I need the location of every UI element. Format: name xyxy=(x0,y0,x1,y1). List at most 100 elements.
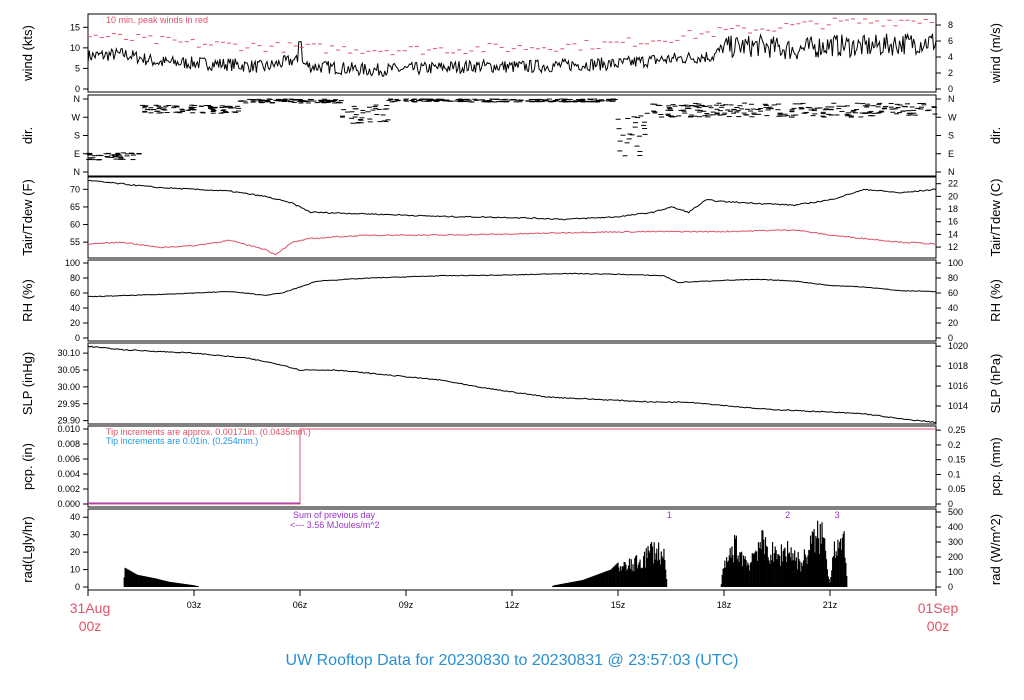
x-axis: 03z 06z 09z 12z 15z 18z 21z 31Aug 00z 01Sep 00z xyxy=(70,590,959,634)
rad-left-tick-label: 40 xyxy=(70,512,80,522)
pcp-left-tick-label: 0.010 xyxy=(57,424,80,434)
rad-right-tick-label: 200 xyxy=(948,552,963,562)
wind-right-tick-label: 6 xyxy=(948,36,953,46)
temp-right-tick-label: 16 xyxy=(948,217,958,227)
rad-marker: 1 xyxy=(667,510,672,520)
rh-frame xyxy=(87,259,937,342)
wind-right-axis-label: wind (m/s) xyxy=(988,23,1003,84)
x-tick-label: 21z xyxy=(823,600,838,610)
slp-right-tick-label: 1016 xyxy=(948,381,968,391)
dir-right-tick-label: W xyxy=(948,112,957,122)
rh-right-tick-label: 40 xyxy=(948,303,958,313)
rh-left-tick-label: 100 xyxy=(65,258,80,268)
dir-left-tick-label: N xyxy=(74,94,81,104)
x-tick-label: 15z xyxy=(611,600,626,610)
slp-right-tick-label: 1014 xyxy=(948,401,968,411)
rad-note-value: <--- 3.56 MJoules/m^2 xyxy=(290,520,380,530)
pcp-left-tick-label: 0.000 xyxy=(57,499,80,509)
temp-right-axis-label: Tair/Tdew (C) xyxy=(988,178,1003,256)
panel-wind: 0 5 10 15 0 2 4 6 8 wind (kts) wind (m/s) 10 min. p… xyxy=(20,13,1003,94)
pcp-right-tick-label: 0.05 xyxy=(948,484,966,494)
wind-right-tick-label: 2 xyxy=(948,68,953,78)
rad-right-tick-label: 400 xyxy=(948,522,963,532)
rh-right-tick-label: 100 xyxy=(948,258,963,268)
dir-left-tick-label: E xyxy=(74,149,80,159)
pcp-right-tick-label: 0.2 xyxy=(948,440,961,450)
slp-left-axis-label: SLP (inHg) xyxy=(20,352,35,415)
panel-temp: 55 60 65 70 12 14 16 18 20 22 Tair/Tdew (F) Tair/Td… xyxy=(20,176,1003,259)
temp-right-tick-label: 14 xyxy=(948,229,958,239)
pcp-right-tick-label: 0 xyxy=(948,499,953,509)
x-start-date: 31Aug xyxy=(70,600,110,616)
temp-right-tick-label: 18 xyxy=(948,204,958,214)
x-tick-label: 09z xyxy=(399,600,414,610)
wind-annotation: 10 min. peak winds in red xyxy=(106,15,208,25)
temp-frame xyxy=(87,176,937,259)
rad-right-tick-label: 300 xyxy=(948,537,963,547)
pcp-left-tick-label: 0.006 xyxy=(57,454,80,464)
x-tick-label: 18z xyxy=(717,600,732,610)
rh-right-tick-label: 80 xyxy=(948,273,958,283)
rad-left-tick-label: 0 xyxy=(75,582,80,592)
x-end-time: 00z xyxy=(927,618,950,634)
wind-left-tick-label: 15 xyxy=(70,22,80,32)
pcp-right-axis-label: pcp. (mm) xyxy=(988,437,1003,496)
rh-right-tick-label: 60 xyxy=(948,288,958,298)
slp-left-tick-label: 30.05 xyxy=(57,365,80,375)
x-tick-label: 06z xyxy=(293,600,308,610)
pcp-left-tick-label: 0.002 xyxy=(57,484,80,494)
temp-series-line xyxy=(87,229,937,256)
rad-marker: 2 xyxy=(785,510,790,520)
rad-left-tick-label: 10 xyxy=(70,565,80,575)
pcp-red-line xyxy=(88,428,936,505)
pcp-left-tick-label: 0.008 xyxy=(57,439,80,449)
panel-pcp: 0.000 0.002 0.004 0.006 0.008 0.010 0 0.05 0.1 0.… xyxy=(20,424,1003,509)
rh-left-tick-label: 80 xyxy=(70,273,80,283)
wind-right-tick-label: 4 xyxy=(948,52,953,62)
panel-slp: 29.90 29.95 30.00 30.05 30.10 1014 1016 1018 102… xyxy=(20,341,1003,425)
temp-left-axis-label: Tair/Tdew (F) xyxy=(20,179,35,256)
pcp-left-tick-label: 0.004 xyxy=(57,469,80,479)
dir-left-tick-label: N xyxy=(74,167,81,177)
wind-right-tick-label: 8 xyxy=(948,20,953,30)
dir-right-axis-label: dir. xyxy=(988,127,1003,144)
rh-right-axis-label: RH (%) xyxy=(988,279,1003,322)
wind-right-tick-label: 0 xyxy=(948,84,953,94)
x-end-date: 01Sep xyxy=(918,600,959,616)
pcp-right-tick-label: 0.25 xyxy=(948,425,966,435)
panel-rh: 0 20 40 60 80 100 0 20 40 60 80 100 RH (%) RH (%) xyxy=(20,258,1003,343)
wind-left-axis-label: wind (kts) xyxy=(20,25,35,82)
slp-frame xyxy=(87,342,937,425)
pcp-right-tick-label: 0.1 xyxy=(948,469,961,479)
rh-left-tick-label: 20 xyxy=(70,318,80,328)
pcp-note-red: Tip increments are approx. 0.00171in. (0… xyxy=(106,427,311,437)
temp-left-tick-label: 70 xyxy=(70,184,80,194)
rad-right-axis-label: rad (W/m^2) xyxy=(988,514,1003,585)
dir-left-tick-label: S xyxy=(74,131,80,141)
wind-left-tick-label: 10 xyxy=(70,43,80,53)
rh-left-tick-label: 40 xyxy=(70,303,80,313)
slp-right-tick-label: 1020 xyxy=(948,341,968,351)
temp-right-tick-label: 20 xyxy=(948,191,958,201)
dir-right-tick-label: S xyxy=(948,131,954,141)
dir-right-tick-label: N xyxy=(948,94,955,104)
slp-right-tick-label: 1018 xyxy=(948,361,968,371)
wind-frame xyxy=(87,13,937,93)
rh-left-tick-label: 0 xyxy=(75,333,80,343)
dir-left-axis-label: dir. xyxy=(20,127,35,144)
temp-right-tick-label: 22 xyxy=(948,179,958,189)
rad-right-tick-label: 500 xyxy=(948,507,963,517)
figure-title: UW Rooftop Data for 20230830 to 20230831… xyxy=(286,652,739,669)
rh-right-tick-label: 20 xyxy=(948,318,958,328)
pcp-right-tick-label: 0.15 xyxy=(948,455,966,465)
rh-right-tick-label: 0 xyxy=(948,333,953,343)
wind-left-tick-label: 5 xyxy=(75,63,80,73)
slp-left-tick-label: 29.90 xyxy=(57,416,80,426)
slp-right-axis-label: SLP (hPa) xyxy=(988,354,1003,414)
dir-right-tick-label: N xyxy=(948,167,955,177)
wind-speed-line xyxy=(87,32,937,77)
dir-left-tick-label: W xyxy=(72,112,81,122)
